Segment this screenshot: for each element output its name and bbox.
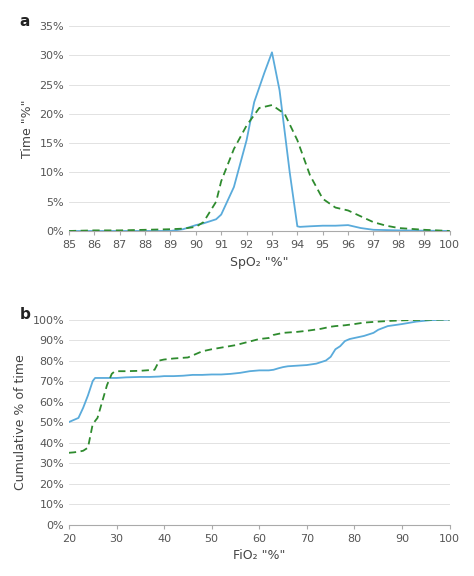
- Text: b: b: [19, 307, 30, 322]
- Y-axis label: Time "%": Time "%": [21, 99, 34, 158]
- Y-axis label: Cumulative % of time: Cumulative % of time: [14, 354, 27, 490]
- X-axis label: FiO₂ "%": FiO₂ "%": [233, 549, 285, 562]
- X-axis label: SpO₂ "%": SpO₂ "%": [230, 256, 289, 268]
- Text: a: a: [19, 14, 30, 29]
